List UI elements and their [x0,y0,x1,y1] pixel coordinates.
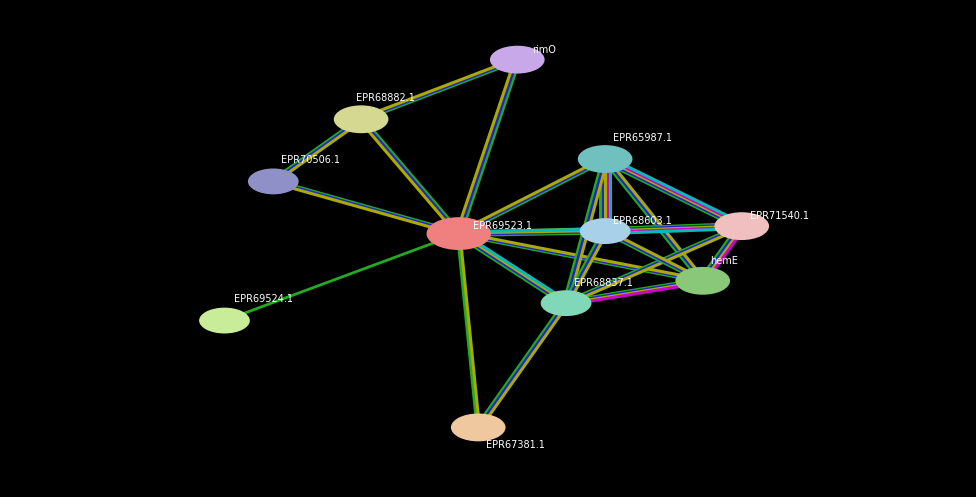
Circle shape [578,145,632,173]
Circle shape [334,105,388,133]
Text: EPR71540.1: EPR71540.1 [750,211,808,221]
Circle shape [451,414,506,441]
Text: rimO: rimO [532,45,555,55]
Text: EPR68603.1: EPR68603.1 [613,216,671,226]
Circle shape [248,168,299,194]
Text: EPR68837.1: EPR68837.1 [574,278,632,288]
Text: EPR70506.1: EPR70506.1 [281,155,340,165]
Text: EPR68882.1: EPR68882.1 [356,93,415,103]
Circle shape [199,308,250,333]
Circle shape [427,217,491,250]
Text: EPR69523.1: EPR69523.1 [473,221,532,231]
Circle shape [541,290,591,316]
Text: EPR65987.1: EPR65987.1 [613,133,671,143]
Circle shape [714,212,769,240]
Text: hemE: hemE [711,256,739,266]
Text: EPR67381.1: EPR67381.1 [486,440,545,450]
Circle shape [675,267,730,295]
Text: EPR69524.1: EPR69524.1 [234,294,293,304]
Circle shape [580,218,630,244]
Circle shape [490,46,545,74]
